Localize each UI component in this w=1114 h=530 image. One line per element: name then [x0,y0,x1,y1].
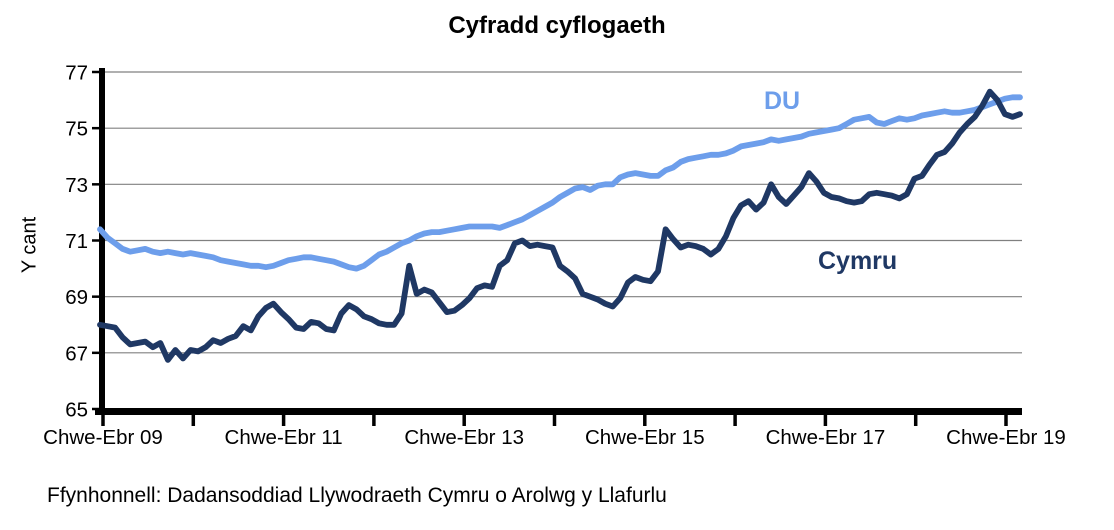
y-tick-label-71: 71 [65,230,88,253]
y-tick-label-77: 77 [65,62,88,85]
y-tick-label-67: 67 [65,342,88,365]
x-tick-label-0: Chwe-Ebr 09 [43,426,163,449]
source-note: Ffynhonnell: Dadansoddiad Llywodraeth Cy… [47,484,667,507]
cymru-series-label: Cymru [818,247,898,275]
x-tick-label-2: Chwe-Ebr 13 [404,426,524,449]
x-tick-label-1: Chwe-Ebr 11 [225,426,343,449]
cymru-line [97,88,1023,363]
x-tick-label-5: Chwe-Ebr 19 [946,426,1066,449]
du-line [97,94,1023,272]
x-tick-label-4: Chwe-Ebr 17 [766,426,886,449]
y-tick-label-75: 75 [65,118,88,141]
chart-title: Cyfradd cyflogaeth [448,12,666,39]
du-series-label: DU [764,87,801,115]
x-tick-label-3: Chwe-Ebr 15 [585,426,705,449]
y-tick-label-69: 69 [65,286,88,309]
y-tick-label-65: 65 [65,399,88,422]
y-tick-label-73: 73 [65,174,88,197]
